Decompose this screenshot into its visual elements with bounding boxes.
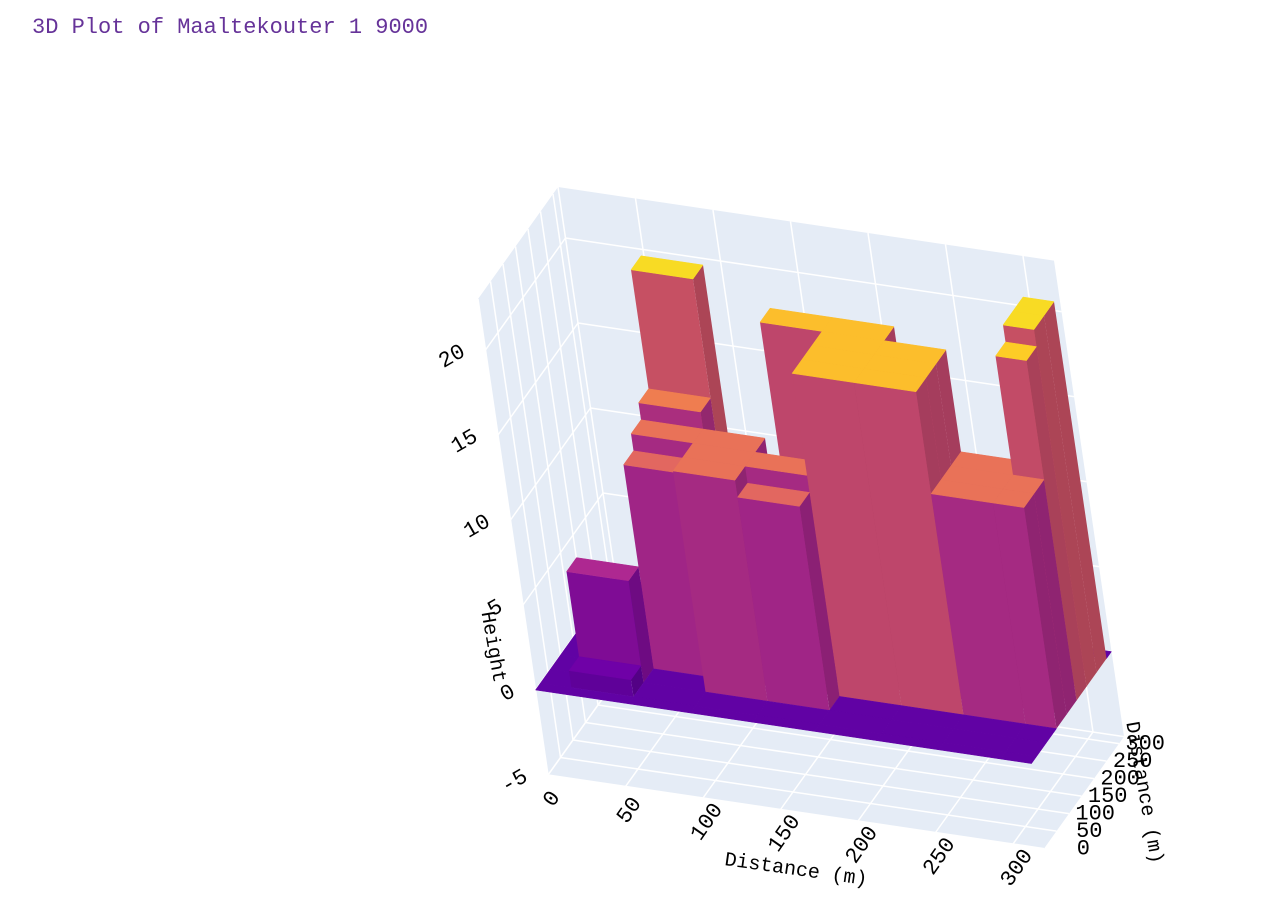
surface-face bbox=[569, 670, 634, 697]
x-tick-label: 150 bbox=[763, 810, 806, 857]
surface-face bbox=[1026, 346, 1087, 701]
x-tick-label: 0 bbox=[538, 787, 566, 812]
z-tick-label: 15 bbox=[447, 424, 482, 459]
grid-line bbox=[497, 322, 579, 436]
x-tick-label: 200 bbox=[841, 822, 884, 869]
surface-face bbox=[1044, 301, 1107, 673]
chart-title: 3D Plot of Maaltekouter 1 9000 bbox=[32, 15, 428, 40]
surface-cell bbox=[566, 557, 654, 683]
surface-face bbox=[792, 373, 902, 706]
z-tick-label: 10 bbox=[460, 509, 495, 544]
surface-top bbox=[737, 482, 810, 507]
surface-cell bbox=[1000, 751, 1037, 764]
grid-line bbox=[477, 298, 549, 776]
z-tick-label: 0 bbox=[496, 679, 520, 707]
grid-line bbox=[484, 237, 567, 351]
y-tick-label: 250 bbox=[1113, 749, 1153, 774]
y-tick-label: 200 bbox=[1100, 766, 1140, 791]
surface-face bbox=[854, 382, 964, 715]
grid-line bbox=[522, 492, 604, 606]
surface-face bbox=[931, 493, 1026, 724]
surface-face bbox=[1034, 315, 1097, 687]
grid-line bbox=[597, 704, 1095, 780]
surface-top bbox=[853, 368, 927, 393]
x-tick-label: 250 bbox=[918, 833, 961, 880]
grid-line bbox=[585, 721, 1082, 797]
grid-line bbox=[572, 739, 1070, 815]
z-tick-label: -5 bbox=[497, 764, 532, 799]
surface-top bbox=[638, 388, 711, 413]
surface-face bbox=[631, 665, 644, 697]
z-tick-label: 20 bbox=[435, 339, 470, 374]
surface-face bbox=[737, 497, 830, 711]
surface-face bbox=[1024, 493, 1067, 729]
x-tick-label: 50 bbox=[612, 793, 648, 829]
surface-face bbox=[673, 471, 768, 702]
x-tick-label: 100 bbox=[686, 799, 729, 846]
surface-face bbox=[623, 464, 716, 678]
y-tick-label: 0 bbox=[1077, 836, 1090, 861]
surface-face bbox=[628, 566, 654, 683]
grid-line bbox=[565, 237, 1062, 313]
surface-face bbox=[1034, 479, 1077, 715]
surface-top bbox=[566, 557, 639, 582]
surface-top bbox=[1002, 310, 1045, 330]
surface-top bbox=[568, 656, 642, 681]
y-tick-label: 50 bbox=[1076, 819, 1102, 844]
surface-face bbox=[993, 503, 1057, 729]
grid-line bbox=[560, 756, 1057, 832]
grid-line bbox=[1012, 731, 1094, 845]
surface-top bbox=[1000, 751, 1037, 764]
surface-face bbox=[799, 492, 840, 711]
z-axis-title: Height bbox=[475, 610, 510, 685]
surface-top bbox=[630, 255, 704, 280]
grid-line bbox=[547, 774, 1045, 850]
surface-top bbox=[995, 341, 1037, 361]
surface-cell bbox=[568, 656, 644, 697]
surface-cell bbox=[992, 488, 1067, 729]
surface-face bbox=[566, 571, 644, 683]
surface-top bbox=[992, 488, 1035, 508]
y-tick-label: 150 bbox=[1088, 784, 1128, 809]
grid-line bbox=[509, 407, 592, 521]
surface-cell bbox=[737, 482, 840, 711]
surface-top bbox=[672, 456, 746, 481]
y-tick-label: 100 bbox=[1075, 801, 1115, 826]
x-tick-label: 300 bbox=[996, 845, 1039, 892]
y-tick-label: 300 bbox=[1125, 731, 1165, 756]
